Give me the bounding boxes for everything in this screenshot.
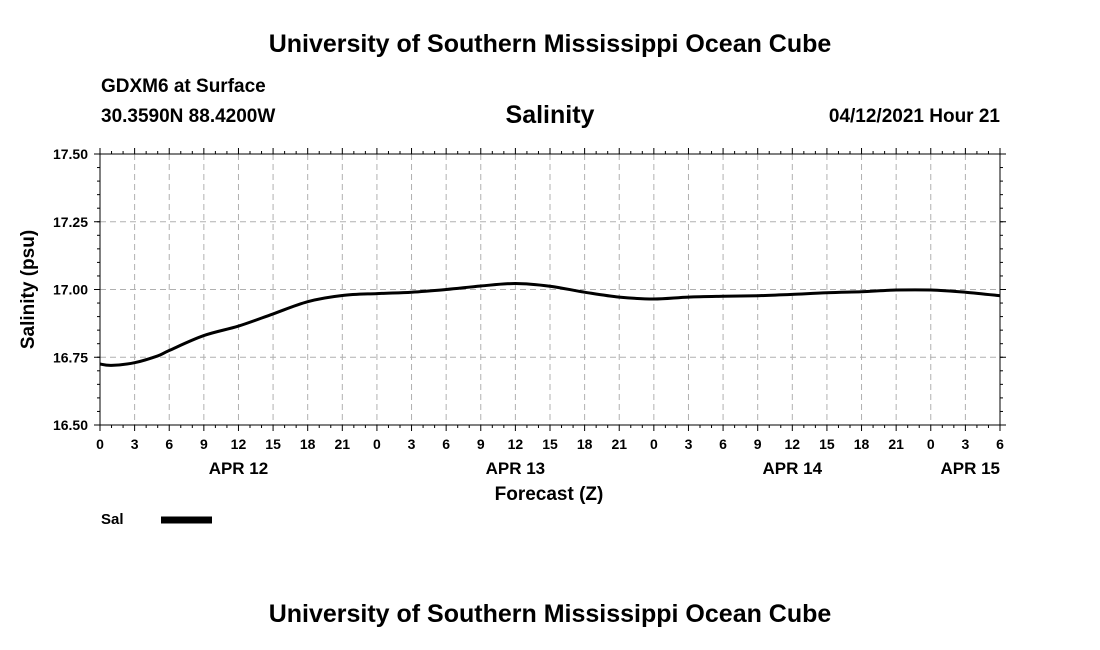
chart-main-title: University of Southern Mississippi Ocean… [268, 30, 832, 58]
x-tick-label: 0 [650, 436, 658, 452]
date-label: APR 12 [209, 459, 269, 478]
x-tick-label: 6 [165, 436, 173, 452]
x-tick-label: 6 [996, 436, 1004, 452]
x-tick-label: 15 [819, 436, 835, 452]
x-tick-label: 21 [888, 436, 904, 452]
x-tick-label: 9 [477, 436, 485, 452]
station-label: GDXM6 at Surface [101, 76, 266, 97]
x-tick-label: 18 [854, 436, 870, 452]
y-tick-label: 17.00 [53, 282, 88, 298]
x-tick-label: 6 [442, 436, 450, 452]
y-tick-label: 17.25 [53, 214, 88, 230]
series-layer [99, 282, 1001, 367]
y-axis-title: Salinity (psu) [18, 230, 39, 349]
x-tick-label: 0 [96, 436, 104, 452]
x-tick-label: 0 [373, 436, 381, 452]
x-tick-label: 12 [231, 436, 247, 452]
forecast-datetime: 04/12/2021 Hour 21 [828, 106, 1000, 127]
plot-frame [99, 153, 1001, 426]
x-tick-label: 3 [685, 436, 693, 452]
coordinates-label: 30.3590N 88.4200W [101, 106, 276, 127]
x-tick-label: 21 [335, 436, 351, 452]
x-tick-label: 3 [961, 436, 969, 452]
series-line-sal [99, 282, 1001, 367]
y-tick-label: 16.50 [53, 417, 88, 433]
axis-ticks [94, 148, 1006, 431]
x-tick-label: 12 [785, 436, 801, 452]
variable-title: Salinity [505, 101, 595, 129]
x-axis-title: Forecast (Z) [495, 484, 604, 505]
x-tick-label: 6 [719, 436, 727, 452]
date-label: APR 14 [763, 459, 823, 478]
x-tick-label: 9 [754, 436, 762, 452]
date-label: APR 15 [940, 459, 1000, 478]
y-tick-label: 17.50 [53, 146, 88, 162]
x-tick-label: 21 [611, 436, 627, 452]
x-tick-label: 18 [300, 436, 316, 452]
x-tick-label: 15 [265, 436, 281, 452]
date-label: APR 13 [486, 459, 546, 478]
footer-title: University of Southern Mississippi Ocean… [268, 600, 832, 628]
y-tick-labels: 16.50 16.75 17.00 17.25 17.50 [53, 146, 88, 433]
legend-label-sal: Sal [101, 511, 124, 528]
x-tick-label: 12 [508, 436, 524, 452]
date-labels: APR 12 APR 13 APR 14 APR 15 [209, 459, 1000, 478]
x-tick-label: 0 [927, 436, 935, 452]
legend: Sal [101, 511, 212, 528]
x-tick-label: 15 [542, 436, 558, 452]
grid-lines [100, 154, 1000, 425]
x-tick-label: 3 [408, 436, 416, 452]
x-tick-label: 18 [577, 436, 593, 452]
x-tick-label: 3 [131, 436, 139, 452]
y-tick-label: 16.75 [53, 349, 88, 365]
x-tick-label: 9 [200, 436, 208, 452]
x-tick-labels: 0 3 6 9 12 15 18 21 0 3 6 9 12 15 18 21 0 3 6 9 12 15 18 21 0 3 6 [96, 436, 1004, 452]
